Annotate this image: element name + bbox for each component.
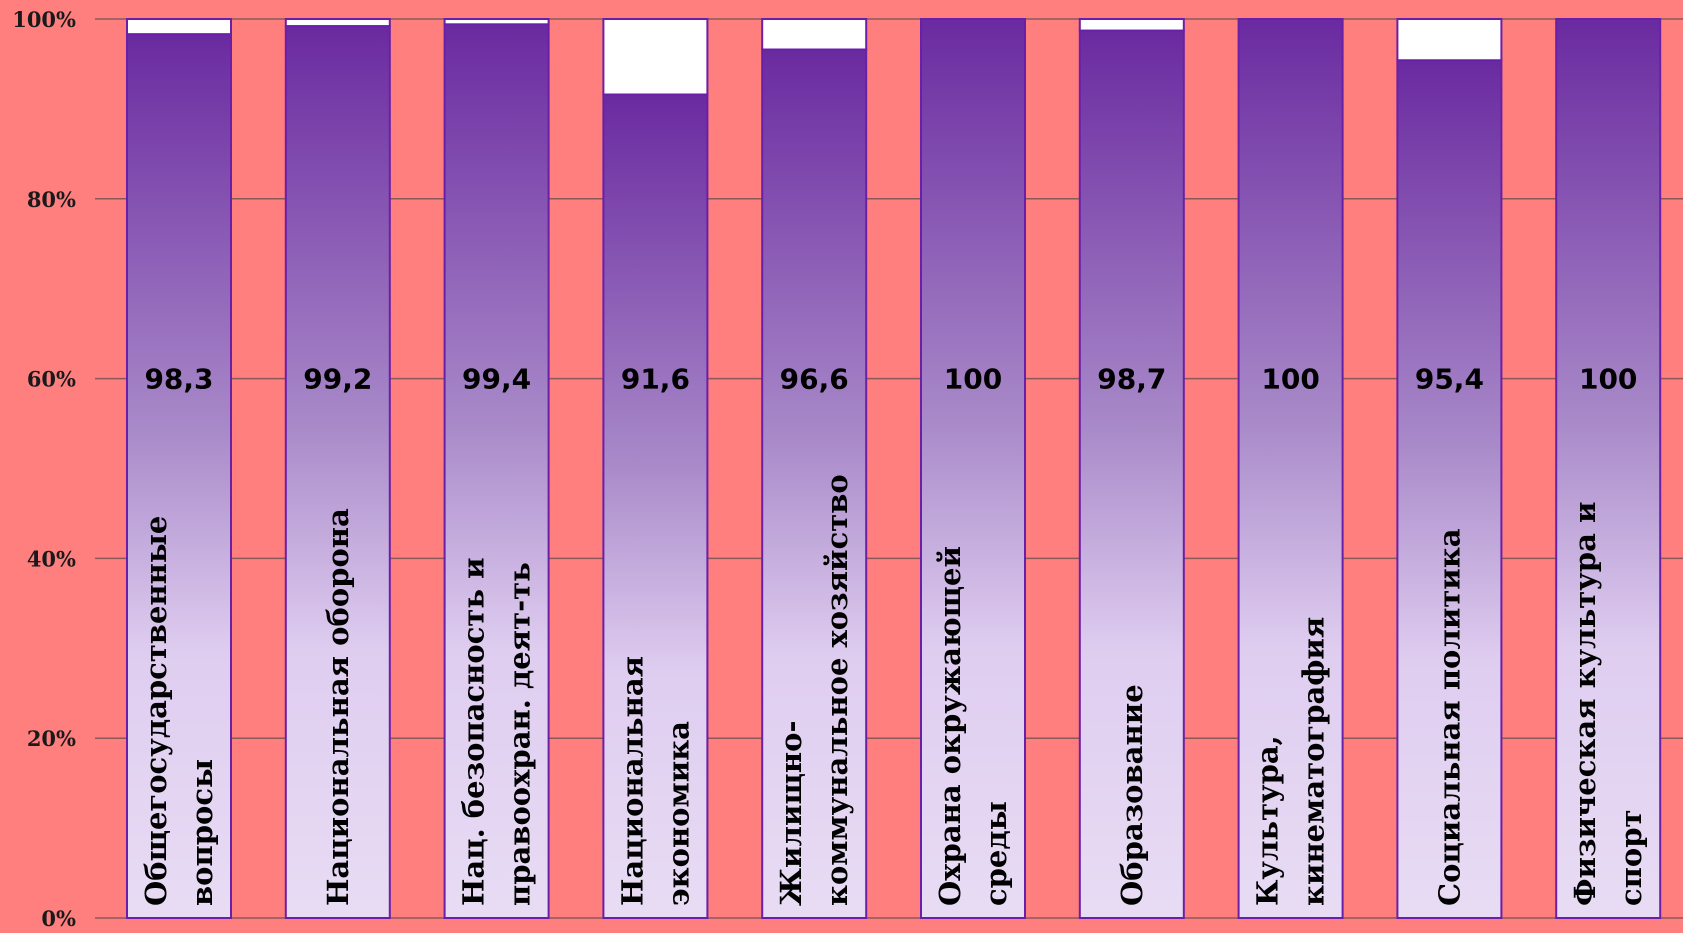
category-label-line: Культура, xyxy=(1251,735,1285,906)
y-tick-label: 80% xyxy=(27,187,76,212)
bar-remainder xyxy=(284,18,391,28)
y-tick-label: 100% xyxy=(12,7,76,32)
category-label-line: Национальная оборона xyxy=(321,508,355,906)
bar xyxy=(1396,59,1503,919)
bar xyxy=(126,33,232,919)
bar-remainder xyxy=(1396,18,1503,62)
category-label-line: правоохран. деят-ть xyxy=(503,562,537,906)
category-label: Общегосударственные вопросы xyxy=(139,516,219,906)
category-label-line: кинематография xyxy=(1297,617,1331,906)
category-label: Национальная экономика xyxy=(615,656,695,906)
category-label-line: коммунальное хозяйство xyxy=(820,474,854,906)
bar-remainder xyxy=(126,18,232,36)
category-label: Жилищно-коммунальное хозяйство xyxy=(774,474,854,906)
data-label: 91,6 xyxy=(621,363,690,396)
data-label: 99,2 xyxy=(303,363,372,396)
bars xyxy=(126,18,1662,920)
data-label: 98,3 xyxy=(144,363,213,396)
data-label: 96,6 xyxy=(780,363,849,396)
y-tick-label: 60% xyxy=(27,367,76,392)
category-label-line: Общегосударственные xyxy=(139,516,173,906)
bar xyxy=(920,18,1026,919)
category-label: Социальная политика xyxy=(1432,528,1466,906)
category-label-line: Нац. безопасность и xyxy=(457,557,491,906)
bar-remainder xyxy=(1078,18,1185,32)
category-label: Образование xyxy=(1115,684,1149,906)
category-label-line: Национальная xyxy=(615,656,649,906)
labels: 98,3 Общегосударственные вопросы 99,2 Национ… xyxy=(139,363,1648,906)
category-label: Охрана окружающей среды xyxy=(933,546,1013,906)
bar xyxy=(761,48,868,920)
category-label-line: вопросы xyxy=(185,759,219,906)
bar xyxy=(443,23,550,920)
category-label-line: Социальная политика xyxy=(1432,528,1466,906)
category-label: Национальная оборона xyxy=(321,508,355,906)
y-tick-label: 40% xyxy=(27,546,76,571)
category-label-line: Образование xyxy=(1115,684,1149,906)
category-label-line: среды xyxy=(979,801,1013,906)
bar-remainder xyxy=(602,18,709,96)
category-label-line: Жилищно- xyxy=(774,721,808,907)
data-label: 95,4 xyxy=(1415,363,1484,396)
data-label: 100 xyxy=(1579,363,1637,396)
category-label-line: спорт xyxy=(1614,810,1648,906)
bar-remainder xyxy=(761,18,868,51)
bar xyxy=(1555,18,1662,919)
data-label: 100 xyxy=(1261,363,1319,396)
category-label-line: Охрана окружающей xyxy=(933,546,967,906)
category-label: Нац. безопасность и правоохран. деят-ть xyxy=(457,557,537,906)
bar xyxy=(284,25,391,919)
category-label: Культура, кинематография xyxy=(1251,617,1331,906)
data-label: 100 xyxy=(944,363,1002,396)
y-tick-label: 0% xyxy=(41,906,76,931)
data-label: 99,4 xyxy=(462,363,531,396)
y-axis-ticks: 0% 20% 40% 60% 80% 100% xyxy=(12,7,76,931)
category-label: Физическая культура и спорт xyxy=(1568,502,1648,906)
bar xyxy=(1237,18,1344,919)
data-label: 98,7 xyxy=(1097,363,1166,396)
category-label-line: Физическая культура и xyxy=(1568,502,1602,906)
bar xyxy=(1078,29,1185,919)
y-tick-label: 20% xyxy=(27,726,76,751)
bar xyxy=(602,93,709,920)
category-label-line: экономика xyxy=(661,721,695,906)
